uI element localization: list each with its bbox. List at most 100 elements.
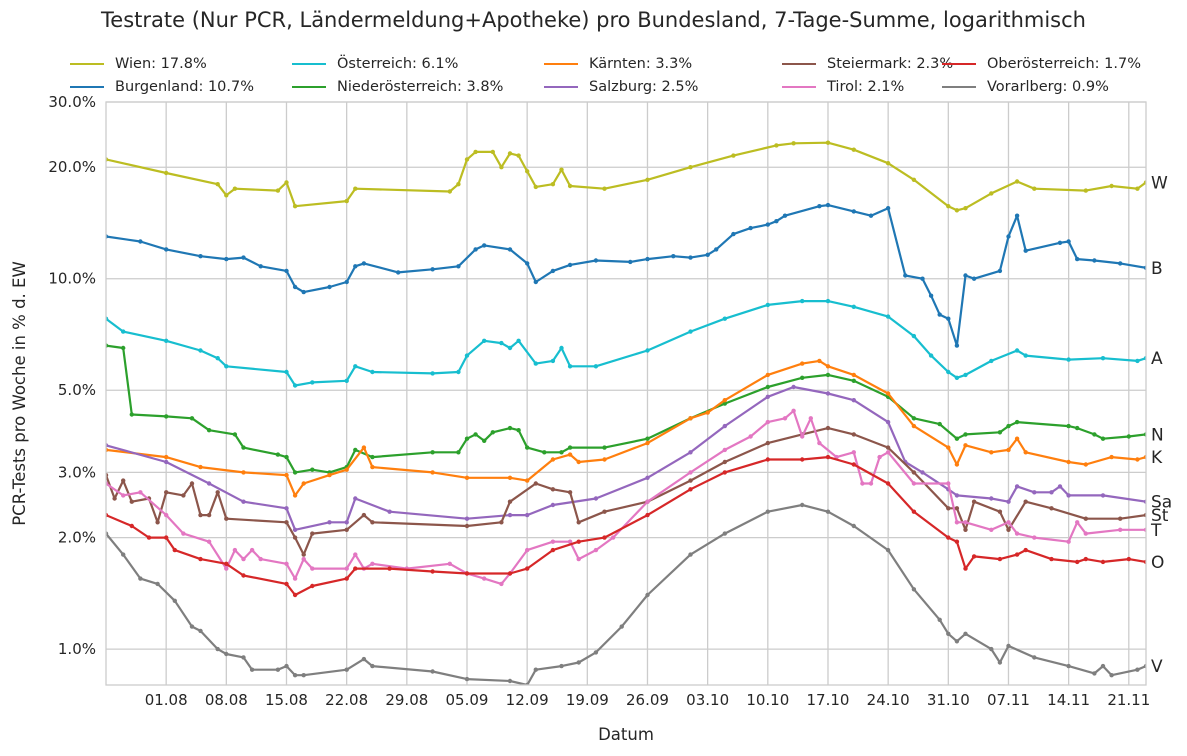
series-k (106, 358, 1146, 498)
series-end-label: W (1151, 173, 1168, 193)
data-point (731, 153, 736, 158)
data-point (550, 358, 556, 364)
data-point (353, 496, 358, 501)
data-point (507, 425, 513, 431)
data-point (937, 421, 942, 427)
data-point (1135, 186, 1140, 191)
data-point (1014, 484, 1020, 489)
data-point (164, 414, 169, 419)
x-tick-label: 08.08 (205, 691, 248, 709)
data-point (722, 398, 727, 403)
data-point (164, 512, 169, 518)
data-point (1075, 559, 1080, 565)
legend-label: Österreich: 6.1% (337, 56, 459, 72)
data-point (456, 450, 461, 455)
data-point (1023, 547, 1028, 553)
series-line (106, 359, 1146, 497)
data-point (138, 576, 143, 581)
data-point (1100, 356, 1106, 361)
data-point (817, 204, 822, 209)
data-point (507, 247, 513, 252)
data-point (997, 268, 1003, 274)
data-point (121, 345, 126, 351)
y-tick-label: 2.0% (58, 529, 96, 547)
y-tick-label: 3.0% (58, 463, 96, 481)
data-point (1092, 258, 1097, 263)
data-point (370, 454, 375, 460)
data-point (800, 375, 805, 380)
data-point (851, 304, 856, 309)
y-axis-label: PCR-Tests pro Woche in % d. EW (10, 261, 29, 526)
data-point (963, 520, 968, 525)
data-point (971, 276, 977, 281)
series-end-label: B (1151, 259, 1163, 279)
data-point (1075, 520, 1080, 525)
data-point (1092, 432, 1097, 437)
data-point (937, 617, 942, 622)
series-o (106, 454, 1146, 598)
legend-swatch (544, 63, 578, 65)
data-point (533, 184, 538, 190)
data-point (430, 470, 435, 475)
data-point (800, 361, 805, 366)
data-point (791, 141, 796, 146)
data-point (800, 457, 805, 462)
legend-item: Niederösterreich: 3.8% (292, 77, 503, 97)
data-point (1075, 256, 1080, 262)
data-point (525, 478, 530, 483)
y-tick-label: 10.0% (48, 270, 96, 288)
data-point (129, 523, 134, 529)
data-point (189, 481, 195, 486)
data-point (1135, 457, 1140, 462)
data-point (946, 506, 951, 511)
data-point (284, 506, 289, 511)
data-point (292, 576, 298, 581)
data-point (567, 445, 573, 450)
data-point (533, 279, 538, 285)
data-point (1075, 425, 1080, 431)
x-tick-label: 15.08 (265, 691, 308, 709)
data-point (1049, 556, 1054, 562)
data-point (825, 454, 831, 460)
data-point (353, 552, 358, 557)
data-point (164, 535, 169, 540)
data-point (327, 472, 332, 478)
data-point (911, 177, 917, 182)
data-point (722, 470, 727, 475)
x-axis-label: Datum (598, 725, 654, 744)
data-point (851, 398, 856, 403)
data-point (671, 254, 676, 259)
y-tick-label: 20.0% (48, 158, 96, 176)
data-point (387, 566, 392, 571)
series-v (106, 502, 1146, 685)
data-point (714, 247, 719, 252)
legend-label: Salzburg: 2.5% (589, 79, 699, 95)
data-point (868, 213, 874, 218)
data-point (765, 394, 770, 399)
data-point (989, 527, 994, 532)
data-point (292, 470, 298, 475)
data-point (765, 302, 770, 308)
data-point (430, 669, 435, 674)
data-point (464, 353, 470, 358)
data-point (482, 243, 487, 248)
series-end-label: O (1151, 553, 1164, 573)
data-point (885, 547, 891, 553)
data-point (954, 436, 960, 441)
data-point (1066, 493, 1071, 498)
data-point (688, 416, 693, 421)
data-point (155, 520, 160, 525)
data-point (525, 566, 530, 571)
data-point (722, 316, 727, 321)
data-point (464, 571, 470, 576)
series-end-label: V (1151, 657, 1163, 677)
data-point (963, 527, 968, 532)
data-point (482, 438, 487, 443)
data-point (963, 206, 968, 211)
data-point (791, 408, 796, 413)
data-point (241, 499, 246, 504)
data-point (215, 356, 220, 361)
data-point (576, 520, 581, 525)
data-point (499, 340, 504, 346)
data-point (232, 432, 238, 437)
